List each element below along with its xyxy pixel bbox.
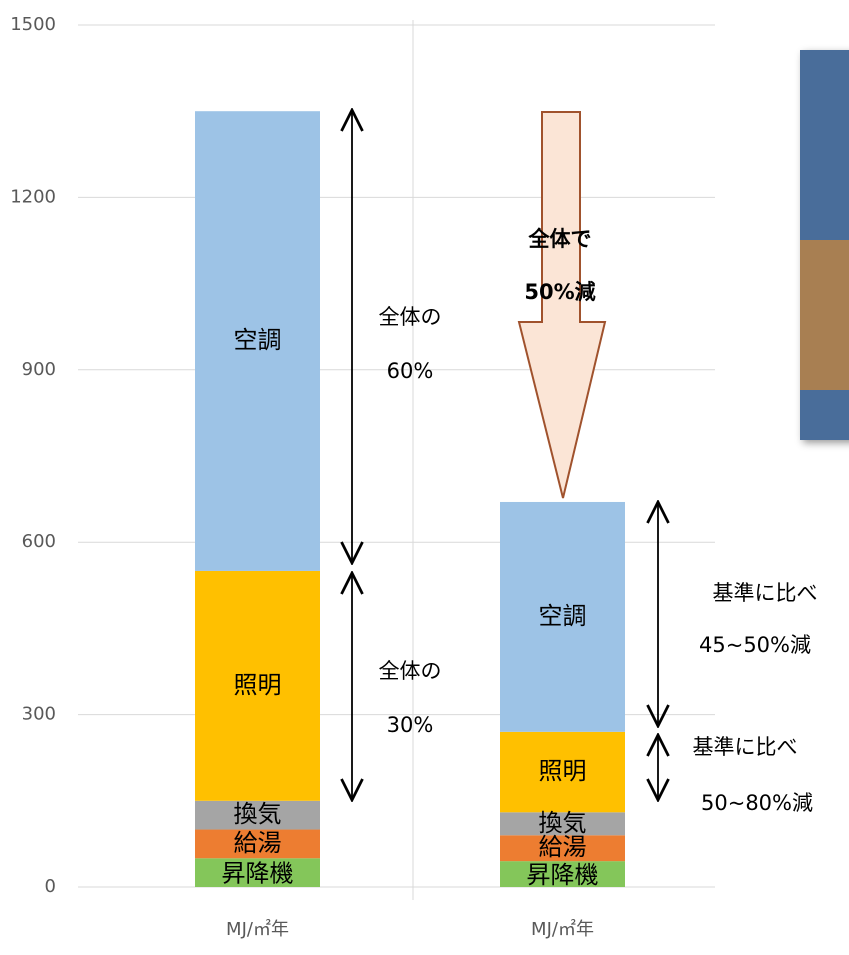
annotation: 基準に比べ <box>713 581 818 605</box>
segment-label: 給湯 <box>234 829 282 857</box>
bar-segment <box>195 858 320 887</box>
segment-label: 昇降機 <box>222 860 294 888</box>
bar-segment <box>500 731 625 813</box>
segment-label: 換気 <box>234 800 282 828</box>
annotation: 全体の <box>379 659 442 683</box>
annotation: 30% <box>387 713 434 737</box>
arrows <box>352 110 658 800</box>
bar-segment <box>500 861 625 887</box>
bar-segment <box>195 800 320 830</box>
y-tick-label: 1200 <box>10 186 56 207</box>
annotation: 全体の <box>379 305 442 329</box>
y-tick-label: 900 <box>22 359 56 380</box>
y-tick-label: 300 <box>22 704 56 725</box>
bar-segment <box>500 812 625 836</box>
segment-label: 給湯 <box>539 833 587 861</box>
reduction-arrow <box>517 111 607 499</box>
segment-label: 空調 <box>234 326 282 354</box>
annotation: 60% <box>387 359 434 383</box>
bar-segment <box>195 829 320 859</box>
y-tick-label: 1500 <box>10 14 56 35</box>
bars <box>195 111 625 887</box>
bar-segment <box>500 501 625 732</box>
annotation: 全体で <box>528 227 592 251</box>
annotation: 基準に比べ <box>693 735 798 759</box>
annotation: 45~50%減 <box>699 633 811 657</box>
segment-label: 照明 <box>234 671 282 699</box>
annotation: 50~80%減 <box>701 791 813 815</box>
segment-label: 換気 <box>539 809 587 837</box>
segment-label: 昇降機 <box>527 861 599 889</box>
bar-segment <box>195 570 320 801</box>
segment-label: 空調 <box>539 602 587 630</box>
bar-segment <box>195 111 320 571</box>
annotation: 50%減 <box>524 280 595 304</box>
bar-segment <box>500 835 625 862</box>
y-tick-label: 0 <box>45 876 56 897</box>
photo-detail <box>800 240 849 390</box>
x-tick-label: MJ/㎡年 <box>531 918 594 940</box>
segment-label: 照明 <box>539 757 587 785</box>
x-tick-label: MJ/㎡年 <box>226 918 289 940</box>
y-tick-label: 600 <box>22 531 56 552</box>
